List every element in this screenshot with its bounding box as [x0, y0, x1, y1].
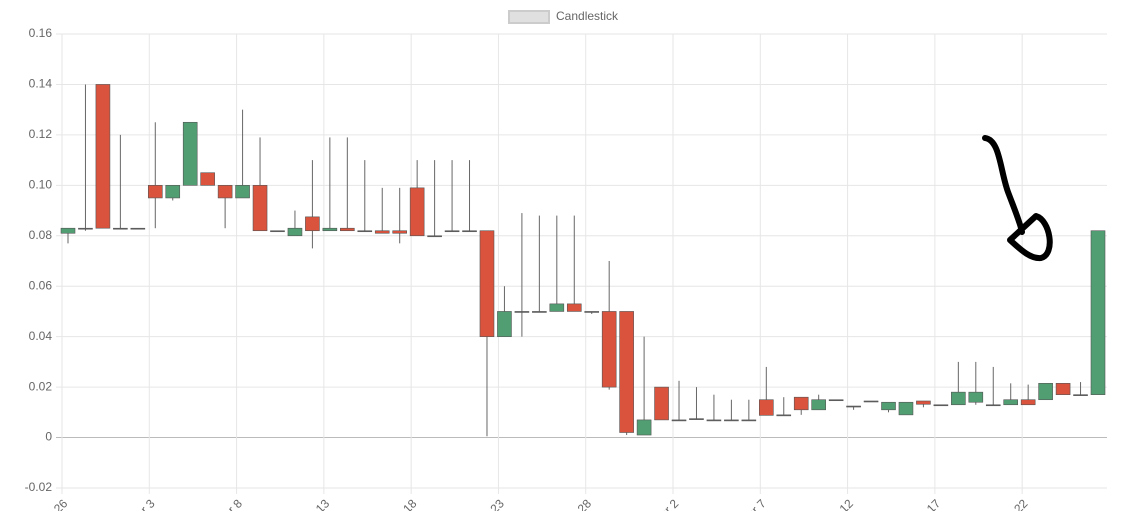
- x-tick-label: Mar 18: [383, 496, 420, 511]
- candle-body: [863, 400, 879, 403]
- y-tick-label: 0.10: [29, 178, 53, 192]
- candle-body: [182, 121, 198, 186]
- candle-body: [200, 172, 215, 186]
- candle-body: [846, 405, 861, 408]
- x-tick-label: Apr 22: [996, 496, 1031, 511]
- candle-body: [985, 404, 1001, 407]
- candle-body: [287, 227, 303, 237]
- candle-body: [1090, 230, 1106, 395]
- grid: -0.02 0 0.02 0.04 0.06 0.08 0.10 0.12 0.14 0.16 Fe…: [25, 26, 1107, 511]
- candle-body: [113, 227, 128, 230]
- y-tick-label: 0.04: [29, 329, 53, 343]
- candle-body: [671, 419, 687, 422]
- candle-body: [252, 185, 268, 232]
- candle-body: [165, 185, 181, 199]
- candle-body: [444, 230, 460, 233]
- x-tick-label: Apr 12: [821, 496, 856, 511]
- candle-body: [706, 419, 722, 422]
- candle-body: [828, 399, 844, 402]
- candle-body: [409, 187, 425, 237]
- candle-body: [322, 227, 338, 232]
- candle-body: [1020, 399, 1036, 406]
- candle-body: [951, 391, 966, 406]
- candle-body: [270, 230, 285, 233]
- candle-body: [654, 386, 669, 421]
- candle-body: [1003, 399, 1019, 406]
- candle-body: [811, 399, 826, 411]
- x-tick-label: Mar 28: [558, 496, 595, 511]
- candle-body: [305, 216, 320, 232]
- y-tick-label: 0.14: [29, 77, 53, 91]
- candle-body: [636, 419, 652, 436]
- x-tick-label: Mar 8: [213, 496, 245, 511]
- candle-body: [1055, 383, 1071, 395]
- x-tick-label: Feb 26: [34, 496, 71, 511]
- candle-body: [235, 185, 250, 199]
- x-tick-label: Mar 3: [126, 496, 158, 511]
- candle-body: [130, 227, 146, 230]
- candle-body: [759, 399, 774, 416]
- candle-body: [147, 185, 163, 199]
- y-tick-label: 0.08: [29, 228, 53, 242]
- y-tick-label: 0.16: [29, 26, 53, 40]
- candle-body: [968, 391, 984, 403]
- candle-body: [689, 418, 704, 420]
- candle-body: [793, 396, 809, 411]
- x-tick-label: Mar 13: [296, 496, 333, 511]
- x-tick-label: Apr 2: [651, 496, 681, 511]
- candle-body: [881, 401, 896, 411]
- candle-body: [462, 230, 477, 233]
- candle-body: [60, 227, 76, 234]
- candle-body: [95, 84, 111, 229]
- candle-body: [514, 311, 530, 313]
- candle-body: [916, 400, 931, 405]
- candle-body: [392, 230, 407, 234]
- candle-body: [1073, 394, 1088, 396]
- candle-body: [340, 227, 355, 232]
- x-tick-label: Apr 17: [908, 496, 943, 511]
- plot: [60, 84, 1106, 437]
- candle-body: [497, 311, 512, 337]
- hand-drawn-arrow: [982, 135, 1053, 262]
- candle-body: [479, 230, 495, 337]
- candle-body: [1038, 383, 1053, 401]
- candle-body: [357, 230, 373, 233]
- candle-body: [619, 311, 634, 433]
- candle-body: [933, 404, 949, 407]
- candle-body: [601, 311, 617, 388]
- x-tick-label: Mar 23: [470, 496, 507, 511]
- candle-body: [741, 419, 757, 422]
- candle-body: [549, 303, 565, 312]
- candle-body: [374, 230, 390, 234]
- candle-body: [584, 311, 600, 313]
- candle-body: [898, 401, 914, 416]
- x-tick-label: Apr 7: [738, 496, 768, 511]
- y-tick-label: 0.02: [29, 379, 53, 393]
- y-tick-label: 0.06: [29, 278, 53, 292]
- candle-body: [776, 414, 792, 417]
- candle-body: [532, 311, 547, 313]
- y-tick-label: -0.02: [25, 480, 53, 494]
- legend: Candlestick: [508, 9, 619, 24]
- candle-body: [217, 185, 233, 199]
- candle-body: [566, 303, 582, 312]
- y-tick-label: 0: [45, 430, 52, 444]
- y-tick-label: 0.12: [29, 127, 53, 141]
- candle-body: [724, 419, 739, 422]
- candle-body: [427, 235, 442, 238]
- candle-body: [78, 227, 93, 230]
- legend-label: Candlestick: [556, 9, 619, 23]
- legend-swatch: [508, 10, 550, 24]
